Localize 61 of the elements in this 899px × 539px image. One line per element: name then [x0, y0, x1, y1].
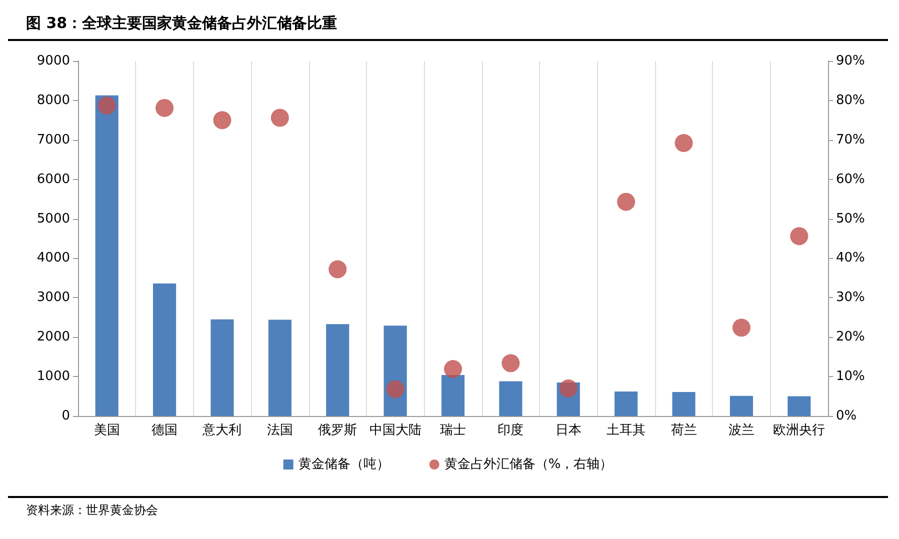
y2-tick-label: 80% — [836, 92, 865, 108]
point — [213, 111, 232, 130]
point — [270, 108, 289, 127]
x-tick-label: 美国 — [94, 422, 120, 438]
point — [732, 318, 750, 337]
y-tick-label: 2000 — [36, 330, 70, 345]
bar — [210, 319, 234, 416]
y2-tick-label: 60% — [836, 172, 865, 187]
bar — [95, 95, 118, 416]
bar — [153, 283, 176, 416]
legend-label: 黄金储备（吨） — [298, 457, 390, 472]
y-tick-label: 8000 — [36, 92, 70, 108]
y-tick-label: 5000 — [36, 211, 70, 226]
x-tick-label: 意大利 — [202, 423, 242, 438]
point — [98, 96, 116, 115]
x-tick-label: 瑞士 — [440, 423, 466, 438]
y-tick-label: 6000 — [36, 172, 70, 187]
y2-tick-label: 10% — [836, 369, 865, 384]
bar — [268, 320, 292, 416]
point — [617, 192, 636, 211]
point — [386, 380, 404, 398]
point — [156, 98, 174, 117]
point — [559, 379, 578, 398]
y2-tick-label: 0% — [836, 408, 857, 424]
point — [790, 227, 808, 246]
x-tick-label: 荷兰 — [670, 423, 697, 438]
bar — [614, 392, 638, 416]
x-tick-label: 俄罗斯 — [318, 423, 358, 438]
x-tick-label: 土耳其 — [606, 423, 646, 438]
y-tick-label: 1000 — [36, 369, 70, 384]
point — [328, 260, 347, 278]
bar — [499, 381, 522, 416]
y-tick-label: 0 — [62, 408, 70, 424]
x-tick-label: 法国 — [266, 423, 293, 438]
x-tick-label: 欧洲央行 — [773, 423, 826, 438]
point — [674, 134, 693, 152]
x-tick-label: 中国大陆 — [369, 423, 422, 438]
y2-tick-label: 40% — [836, 250, 865, 266]
y-tick-label: 7000 — [36, 132, 70, 148]
y2-tick-label: 30% — [836, 290, 865, 306]
bar — [788, 396, 811, 416]
x-tick-label: 印度 — [498, 422, 524, 438]
y-tick-label: 9000 — [36, 54, 70, 68]
y2-tick-label: 90% — [836, 54, 865, 68]
bar — [672, 392, 696, 416]
bar — [441, 374, 465, 416]
x-tick-label: 日本 — [555, 423, 582, 438]
text: 资料来源：世界黄金协会 — [26, 502, 159, 519]
y2-tick-label: 50% — [836, 211, 865, 226]
point — [502, 354, 520, 372]
legend-label: 黄金占外汇储备（%，右轴） — [444, 457, 613, 472]
y-tick-label: 4000 — [36, 250, 70, 266]
bar — [326, 324, 350, 416]
x-tick-label: 德国 — [152, 423, 178, 438]
point — [444, 360, 462, 378]
y-tick-label: 3000 — [36, 290, 70, 306]
y2-tick-label: 20% — [836, 330, 865, 345]
chart-title: 图 38：全球主要国家黄金储备占外汇储备比重 — [8, 8, 888, 41]
x-tick-label: 波兰 — [728, 423, 754, 438]
y2-tick-label: 70% — [836, 132, 865, 148]
bar — [730, 396, 753, 416]
